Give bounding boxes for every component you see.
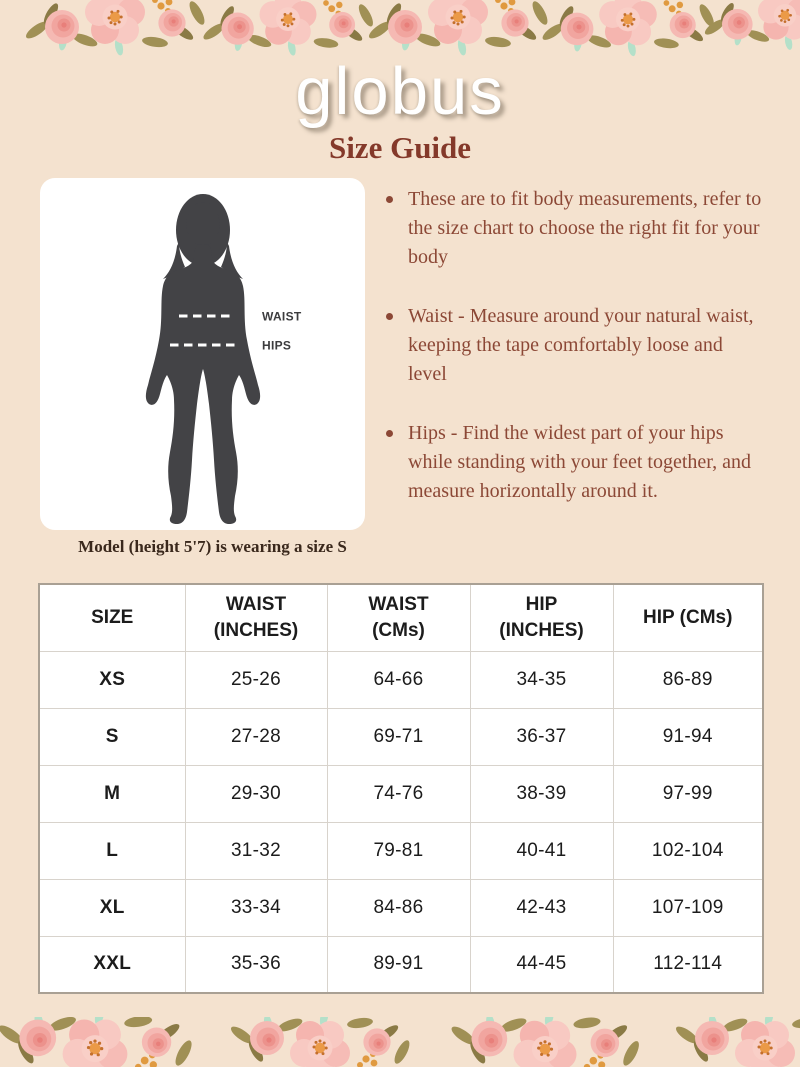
hip-inches-cell: 40-41 (469, 821, 614, 880)
model-silhouette-image: WAIST HIPS (145, 194, 302, 524)
page-title: Size Guide (328, 130, 472, 165)
size-cell: L (38, 821, 186, 880)
waist-inches-cell: 25-26 (184, 650, 328, 709)
hip-cms-cell: 97-99 (612, 764, 764, 823)
table-row-l: L 31-32 79-81 40-41 102-104 (38, 821, 764, 880)
waist-label: WAIST (262, 310, 302, 324)
hip-cms-cell: 91-94 (612, 707, 764, 766)
bullet-item-waist: Waist - Measure around your natural wais… (378, 302, 763, 389)
col-header-hip-cms: HIP (CMs) (612, 583, 764, 652)
waist-cms-cell: 79-81 (326, 821, 471, 880)
size-cell: M (38, 764, 186, 823)
brand-logo: globus (295, 54, 505, 129)
hip-cms-cell: 112-114 (612, 935, 764, 994)
size-cell: XXL (38, 935, 186, 994)
figure-column: WAIST HIPS Model (height 5'7) is wearing… (40, 178, 365, 557)
col-header-size: SIZE (38, 583, 186, 652)
waist-inches-cell: 33-34 (184, 878, 328, 937)
hip-cms-cell: 86-89 (612, 650, 764, 709)
hip-cms-cell: 102-104 (612, 821, 764, 880)
hip-inches-cell: 34-35 (469, 650, 614, 709)
waist-inches-cell: 35-36 (184, 935, 328, 994)
table-row-xl: XL 33-34 84-86 42-43 107-109 (38, 878, 764, 937)
table-row-m: M 29-30 74-76 38-39 97-99 (38, 764, 764, 823)
bullet-list: These are to fit body measurements, refe… (378, 185, 792, 506)
col-header-waist-inches: WAIST (INCHES) (184, 583, 328, 652)
table-row-xs: XS 25-26 64-66 34-35 86-89 (38, 650, 764, 709)
model-caption: Model (height 5'7) is wearing a size S (78, 537, 347, 556)
table-row-s: S 27-28 69-71 36-37 91-94 (38, 707, 764, 766)
floral-border-top (0, 0, 800, 58)
hips-label: HIPS (262, 339, 291, 353)
hip-inches-cell: 38-39 (469, 764, 614, 823)
waist-cms-cell: 64-66 (326, 650, 471, 709)
hip-inches-cell: 44-45 (469, 935, 614, 994)
hip-inches-cell: 36-37 (469, 707, 614, 766)
bullet-item-fit: These are to fit body measurements, refe… (378, 185, 763, 272)
hip-inches-cell: 42-43 (469, 878, 614, 937)
col-header-waist-cms: WAIST (CMs) (326, 583, 471, 652)
hip-cms-cell: 107-109 (612, 878, 764, 937)
table-header-row: SIZE WAIST (INCHES) WAIST (CMs) HIP (INCHE… (38, 583, 764, 652)
waist-inches-cell: 29-30 (184, 764, 328, 823)
size-cell: XS (38, 650, 186, 709)
col-header-hip-inches: HIP (INCHES) (469, 583, 614, 652)
size-cell: XL (38, 878, 186, 937)
size-guide-card: WAIST HIPS (40, 178, 365, 530)
guide-content: WAIST HIPS Model (height 5'7) is wearing… (0, 178, 800, 557)
waist-cms-cell: 74-76 (326, 764, 471, 823)
size-cell: S (38, 707, 186, 766)
waist-inches-cell: 27-28 (184, 707, 328, 766)
waist-cms-cell: 89-91 (326, 935, 471, 994)
instructions-column: These are to fit body measurements, refe… (365, 178, 792, 557)
table-row-xxl: XXL 35-36 89-91 44-45 112-114 (38, 935, 764, 994)
size-table: SIZE WAIST (INCHES) WAIST (CMs) HIP (INCHE… (38, 583, 764, 994)
waist-cms-cell: 84-86 (326, 878, 471, 937)
waist-cms-cell: 69-71 (326, 707, 471, 766)
floral-border-bottom (0, 1017, 800, 1067)
bullet-item-hips: Hips - Find the widest part of your hips… (378, 419, 763, 506)
waist-inches-cell: 31-32 (184, 821, 328, 880)
